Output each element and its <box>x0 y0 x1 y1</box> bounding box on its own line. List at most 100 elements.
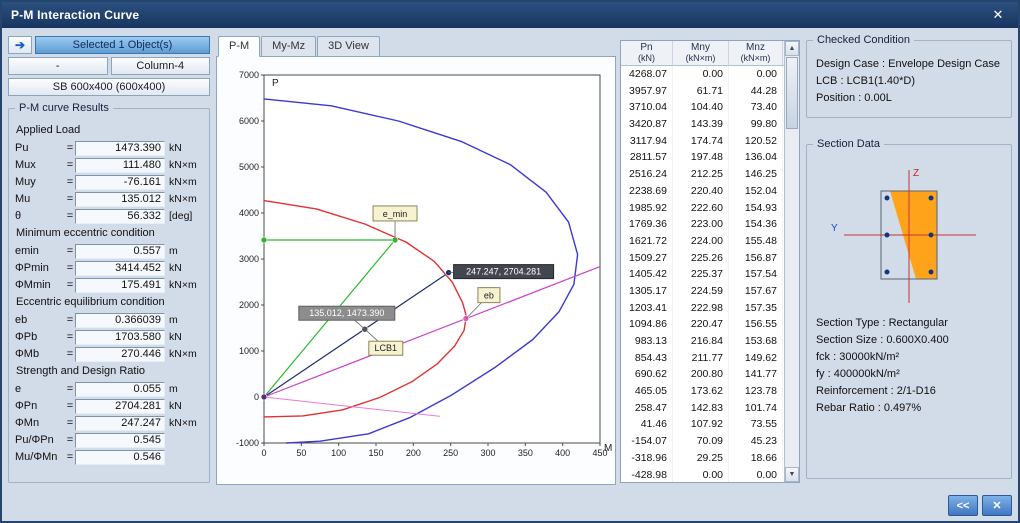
checked-condition-group: Checked Condition Design Case : Envelope… <box>806 34 1012 118</box>
scroll-up-icon[interactable]: ▲ <box>785 41 799 56</box>
table-cell: 223.00 <box>673 216 729 233</box>
window-title: P-M Interaction Curve <box>11 8 140 22</box>
p-axis-letter: P <box>272 78 279 89</box>
table-row[interactable]: 2516.24 212.25 146.25 <box>621 166 784 183</box>
equals-sign: = <box>66 314 74 326</box>
column-header[interactable]: Pn (kN) <box>621 41 673 65</box>
table-cell: 1405.42 <box>621 266 673 283</box>
result-unit: m <box>169 314 178 326</box>
table-row[interactable]: 4268.07 0.00 0.00 <box>621 66 784 83</box>
table-row[interactable]: 1621.72 224.00 155.48 <box>621 232 784 250</box>
column-name: Mny <box>691 42 710 53</box>
table-row[interactable]: 1509.27 225.26 156.87 <box>621 249 784 267</box>
table-row[interactable]: 3957.97 61.71 44.28 <box>621 82 784 100</box>
table-row[interactable]: 3420.87 143.39 99.80 <box>621 116 784 133</box>
equals-sign: = <box>66 262 74 274</box>
titlebar-close-icon[interactable]: ✕ <box>992 7 1004 22</box>
result-row: Mux = 111.480 kN×m <box>15 157 203 173</box>
footer-buttons: << ✕ <box>948 495 1012 516</box>
table-cell: 211.77 <box>673 349 729 367</box>
result-value: 56.332 <box>75 208 165 224</box>
info-line: Reinforcement : 2/1-D16 <box>816 385 936 397</box>
table-row[interactable]: 1203.41 222.98 157.35 <box>621 299 784 317</box>
table-row[interactable]: 258.47 142.83 101.74 <box>621 399 784 417</box>
x-tick-label: 150 <box>368 448 383 458</box>
scroll-track[interactable] <box>785 56 799 467</box>
result-unit: kN <box>169 400 182 412</box>
table-cell: 157.67 <box>729 282 783 300</box>
select-object-button[interactable]: ➔ <box>8 36 32 54</box>
table-cell: 156.87 <box>729 249 783 267</box>
result-unit: kN <box>169 331 182 343</box>
scroll-down-icon[interactable]: ▼ <box>785 467 799 482</box>
member-button[interactable]: Column-4 <box>110 57 210 75</box>
close-button[interactable]: ✕ <box>982 495 1012 516</box>
table-row[interactable]: 2811.57 197.48 136.04 <box>621 149 784 167</box>
table-cell: 146.25 <box>729 166 783 183</box>
table-row[interactable]: -428.98 0.00 0.00 <box>621 466 784 482</box>
info-line: LCB : LCB1(1.40*D) <box>816 75 916 87</box>
table-cell: 123.78 <box>729 383 783 400</box>
table-row[interactable]: 1985.92 222.60 154.93 <box>621 199 784 217</box>
table-scrollbar[interactable]: ▲ ▼ <box>784 41 799 482</box>
column-header[interactable]: Mny (kN×m) <box>673 41 729 65</box>
equals-sign: = <box>66 348 74 360</box>
table-cell: 1203.41 <box>621 299 673 317</box>
result-value: 247.247 <box>75 415 165 431</box>
table-row[interactable]: 1769.36 223.00 154.36 <box>621 216 784 233</box>
table-row[interactable]: 983.13 216.84 153.68 <box>621 333 784 350</box>
table-row[interactable]: 690.62 200.80 141.77 <box>621 366 784 384</box>
y-tick-label: 0 <box>254 392 259 402</box>
table-row[interactable]: 41.46 107.92 73.55 <box>621 416 784 434</box>
x-tick-label: 250 <box>443 448 458 458</box>
table-row[interactable]: -318.96 29.25 18.66 <box>621 449 784 467</box>
annotation-text: LCB1 <box>375 343 398 353</box>
scroll-thumb[interactable] <box>786 57 798 129</box>
table-row[interactable]: 2238.69 220.40 152.04 <box>621 182 784 200</box>
result-value: 175.491 <box>75 277 165 293</box>
x-tick-label: 0 <box>261 448 266 458</box>
equals-sign: = <box>66 417 74 429</box>
table-cell: 155.48 <box>729 232 783 250</box>
result-unit: kN <box>169 262 182 274</box>
result-row: ΦPn = 2704.281 kN <box>15 398 203 414</box>
table-cell: 222.98 <box>673 299 729 317</box>
selected-objects-button[interactable]: Selected 1 Object(s) <box>35 36 210 54</box>
table-row[interactable]: -154.07 70.09 45.23 <box>621 433 784 450</box>
pm-results-group-title: P-M curve Results <box>15 102 113 114</box>
collapse-button[interactable]: << <box>948 495 978 516</box>
table-row[interactable]: 1405.42 225.37 157.54 <box>621 266 784 283</box>
tab-my-mz[interactable]: My-Mz <box>261 36 317 56</box>
table-cell: 152.04 <box>729 182 783 200</box>
section-data-lines: Section Type : Rectangular Section Size :… <box>813 317 1005 414</box>
chart-panel: P-M My-Mz 3D View 7000 6000 5000 4000 3000 2000… <box>216 36 616 485</box>
annotation-box <box>298 305 396 321</box>
tab-p-m[interactable]: P-M <box>218 36 261 57</box>
annotation-box <box>453 264 555 280</box>
result-label: Mux <box>15 159 36 171</box>
table-row[interactable]: 3117.94 174.74 120.52 <box>621 132 784 150</box>
result-label: emin <box>15 245 39 257</box>
member-row: - Column-4 <box>8 57 210 75</box>
x-tick-label: 400 <box>555 448 570 458</box>
section-diagram: Z Y <box>831 168 976 303</box>
result-unit: m <box>169 383 178 395</box>
equals-sign: = <box>66 383 74 395</box>
table-cell: 141.77 <box>729 366 783 384</box>
annotation-text: eb <box>484 291 494 301</box>
x-tick-label: 350 <box>518 448 533 458</box>
table-row[interactable]: 1094.86 220.47 156.55 <box>621 316 784 333</box>
table-row[interactable]: 465.05 173.62 123.78 <box>621 383 784 400</box>
title-bar[interactable]: P-M Interaction Curve ✕ <box>2 2 1018 28</box>
table-cell: 2811.57 <box>621 149 673 167</box>
table-cell: 70.09 <box>673 433 729 450</box>
column-header[interactable]: Mnz (kN×m) <box>729 41 783 65</box>
story-button[interactable]: - <box>8 57 108 75</box>
table-row[interactable]: 1305.17 224.59 157.67 <box>621 282 784 300</box>
equals-sign: = <box>66 434 74 446</box>
tab-3d-view[interactable]: 3D View <box>317 36 380 56</box>
table-row[interactable]: 3710.04 104.40 73.40 <box>621 99 784 117</box>
section-button[interactable]: SB 600x400 (600x400) <box>8 78 210 96</box>
table-row[interactable]: 854.43 211.77 149.62 <box>621 349 784 367</box>
